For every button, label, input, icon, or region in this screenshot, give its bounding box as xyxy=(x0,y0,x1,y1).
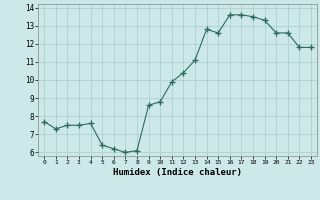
X-axis label: Humidex (Indice chaleur): Humidex (Indice chaleur) xyxy=(113,168,242,177)
